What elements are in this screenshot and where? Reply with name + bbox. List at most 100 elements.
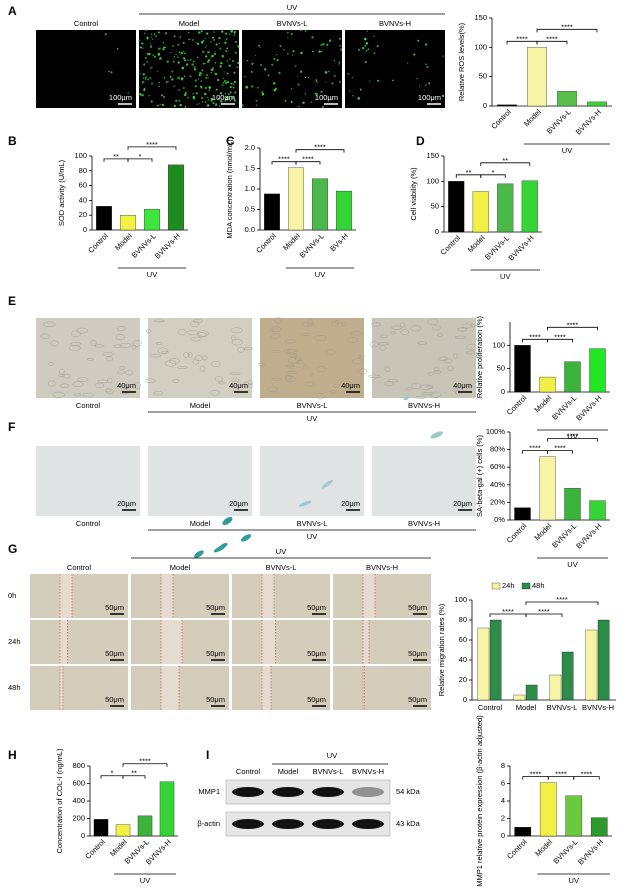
cell <box>157 347 168 354</box>
image-label: Model <box>170 563 191 572</box>
cell <box>199 366 206 372</box>
cell <box>192 358 200 365</box>
significance-label: **** <box>554 332 566 341</box>
fluorescence-dot <box>304 93 306 95</box>
stained-cell <box>220 543 228 548</box>
fluorescence-dot <box>251 62 254 66</box>
fluorescence-dot <box>226 47 229 50</box>
x-tick-label: BVNVs-H <box>576 837 605 866</box>
fluorescence-dot <box>218 42 220 44</box>
micrograph <box>372 446 476 516</box>
fluorescence-dot <box>232 83 234 85</box>
fluorescence-dot <box>156 70 159 73</box>
cell <box>284 339 297 344</box>
fluorescence-dot <box>141 93 144 97</box>
fluorescence-dot <box>333 59 336 62</box>
cell <box>70 330 81 338</box>
fluorescence-dot <box>179 53 181 56</box>
fluorescence-dot <box>217 79 220 82</box>
cell <box>452 353 459 359</box>
fluorescence-dot <box>142 77 145 79</box>
fluorescence-dot <box>294 65 297 68</box>
cell <box>465 350 476 355</box>
fluorescence-dot <box>193 66 196 69</box>
scale-label: 40μm <box>229 381 248 390</box>
fluorescence-dot <box>255 99 258 102</box>
bar <box>561 651 574 701</box>
group-label: UV <box>569 876 579 885</box>
y-tick-label: 20% <box>490 497 505 506</box>
fluorescence-dot <box>316 93 319 95</box>
stained-cell <box>194 550 204 558</box>
cell <box>161 350 169 354</box>
lane-label: Model <box>278 767 299 776</box>
lane-label: BVNVs-L <box>313 767 344 776</box>
cell <box>119 366 125 370</box>
image-label: BVNVs-H <box>366 563 398 572</box>
image-label: Model <box>190 401 211 410</box>
fluorescence-dot <box>192 95 196 99</box>
cell <box>237 346 245 353</box>
fluorescence-dot <box>219 47 222 50</box>
fluorescence-dot <box>212 102 215 105</box>
bar <box>589 348 606 393</box>
bar <box>587 101 607 107</box>
cell <box>229 372 241 375</box>
fluorescence-dot <box>261 93 265 96</box>
group-label: UV <box>307 414 317 423</box>
bar <box>93 819 109 837</box>
fluorescence-dot <box>196 42 200 46</box>
fluorescence-dot <box>208 89 211 91</box>
fluorescence-dot <box>184 91 187 95</box>
fluorescence-dot <box>326 43 329 46</box>
fluorescence-dot <box>328 70 330 73</box>
significance-label: **** <box>314 143 326 152</box>
fluorescence-dot <box>217 97 220 100</box>
fluorescence-dot <box>162 42 165 44</box>
bar <box>159 781 175 837</box>
bar <box>168 164 184 231</box>
fluorescence-dot <box>222 82 225 85</box>
fluorescence-dot <box>205 73 209 77</box>
significance-bracket <box>525 601 599 605</box>
bar <box>564 361 581 393</box>
significance-bracket <box>480 162 531 166</box>
fluorescence-dot <box>234 91 237 94</box>
fluorescence-dot <box>171 78 174 81</box>
x-tick-label: Control <box>83 837 107 861</box>
fluorescence-dot <box>182 41 185 45</box>
fluorescence-dot <box>149 76 152 80</box>
fluorescence-dot <box>321 106 324 109</box>
significance-bracket <box>122 763 168 767</box>
y-tick-label: 50 <box>497 364 505 373</box>
band <box>312 819 344 829</box>
fluorescence-dot <box>364 60 367 64</box>
fluorescence-dot <box>116 48 119 50</box>
fluorescence-dot <box>233 71 236 74</box>
fluorescence-dot <box>184 75 186 77</box>
significance-label: **** <box>567 320 579 329</box>
significance-bracket <box>127 146 177 150</box>
fluorescence-dot <box>164 32 168 35</box>
fluorescence-dot <box>184 105 187 108</box>
fluorescence-dot <box>276 54 278 56</box>
fluorescence-dot <box>158 31 160 34</box>
fluorescence-dot <box>273 88 277 92</box>
cell <box>120 388 131 395</box>
micrograph <box>345 30 445 108</box>
cell <box>417 341 428 345</box>
fluorescence-dot <box>225 81 227 84</box>
band-size: 54 kDa <box>396 787 421 796</box>
cell <box>302 364 308 370</box>
cell <box>315 393 325 400</box>
fluorescence-dot <box>290 33 293 35</box>
fluorescence-dot <box>142 73 145 76</box>
fluorescence-dot <box>325 81 327 83</box>
cell <box>107 377 113 384</box>
bar <box>565 795 583 837</box>
fluorescence-dot <box>138 70 140 72</box>
bar <box>115 824 131 837</box>
bar <box>514 345 531 393</box>
cell <box>270 332 281 339</box>
